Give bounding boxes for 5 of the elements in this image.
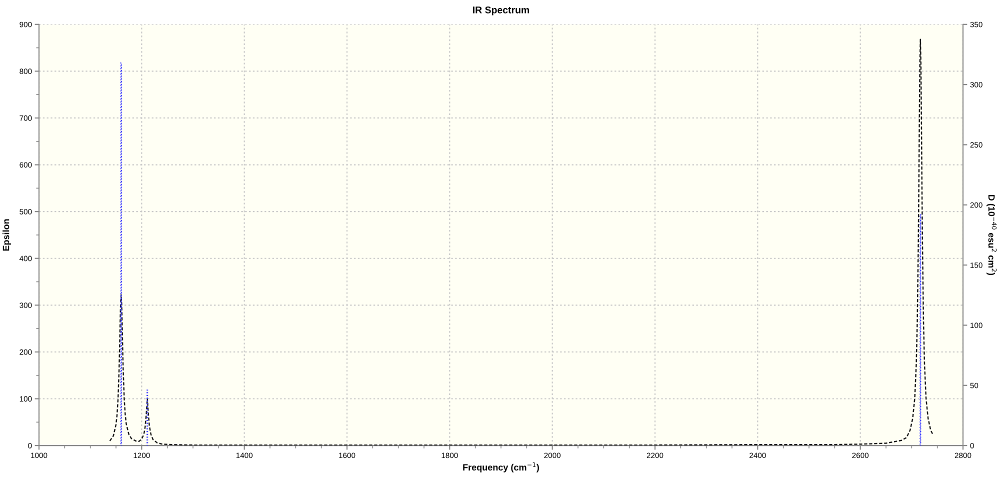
y2-axis-title: D (10$^{−40}$ esu$^{2}$ cm$^{2}$): [986, 194, 997, 276]
line-series: [109, 38, 934, 446]
y-axis-title: Epsilon: [2, 219, 11, 251]
x-axis-title: Frequency (cm$^{−1}$): [463, 462, 539, 472]
chart-title: IR Spectrum: [473, 6, 530, 16]
